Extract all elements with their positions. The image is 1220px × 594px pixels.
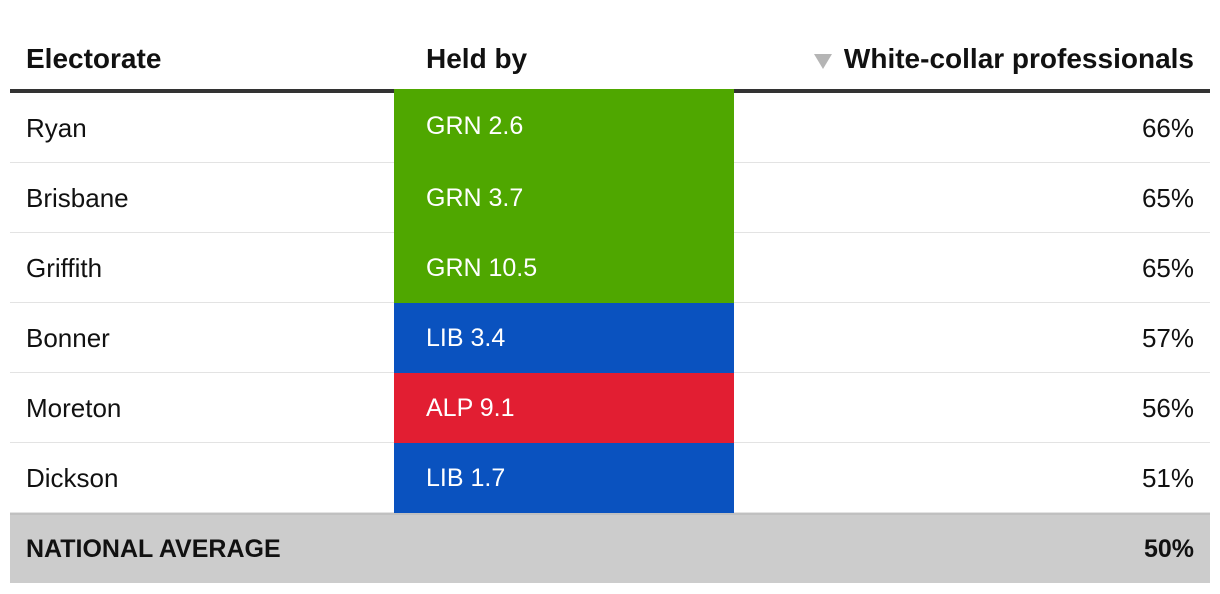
held-by-cell: GRN 10.5 [394, 233, 734, 303]
electorate-name: Dickson [26, 463, 119, 493]
table-row: Bonner LIB 3.4 57% [10, 303, 1210, 373]
held-by-cell: GRN 2.6 [394, 89, 734, 163]
electorate-table: Electorate Held by White-collar professi… [10, 0, 1210, 583]
table-row: Griffith GRN 10.5 65% [10, 233, 1210, 303]
table-row: Ryan GRN 2.6 66% [10, 89, 1210, 163]
table-row: Moreton ALP 9.1 56% [10, 373, 1210, 443]
held-by-cell: LIB 3.4 [394, 303, 734, 373]
table-header: Electorate Held by White-collar professi… [10, 0, 1210, 93]
table-row: Brisbane GRN 3.7 65% [10, 163, 1210, 233]
electorate-name: Ryan [26, 113, 87, 143]
held-by-cell: ALP 9.1 [394, 373, 734, 443]
table-row: Dickson LIB 1.7 51% [10, 443, 1210, 513]
column-header-electorate[interactable]: Electorate [26, 43, 162, 74]
white-collar-value: 66% [1141, 113, 1194, 143]
footer-label: NATIONAL AVERAGE [26, 535, 281, 563]
electorate-name: Bonner [26, 323, 110, 353]
held-by-cell: LIB 1.7 [394, 443, 734, 513]
white-collar-value: 57% [1141, 323, 1194, 353]
white-collar-value: 51% [1141, 463, 1194, 493]
footer-value: 50% [1143, 535, 1194, 563]
table-body: Ryan GRN 2.6 66% Brisbane GRN 3.7 65% Griffith… [10, 89, 1210, 513]
table-footer: NATIONAL AVERAGE 50% [10, 513, 1210, 583]
held-by-cell: GRN 3.7 [394, 163, 734, 233]
column-header-white-collar[interactable]: White-collar professionals [813, 41, 1194, 77]
sort-down-icon[interactable] [813, 53, 832, 69]
white-collar-value: 65% [1141, 253, 1194, 283]
white-collar-value: 65% [1141, 183, 1194, 213]
column-header-white-collar-label: White-collar professionals [843, 43, 1194, 74]
white-collar-value: 56% [1141, 393, 1194, 423]
electorate-name: Brisbane [26, 183, 129, 213]
electorate-name: Griffith [26, 253, 103, 283]
electorate-name: Moreton [26, 393, 122, 423]
column-header-held-by[interactable]: Held by [426, 43, 528, 74]
